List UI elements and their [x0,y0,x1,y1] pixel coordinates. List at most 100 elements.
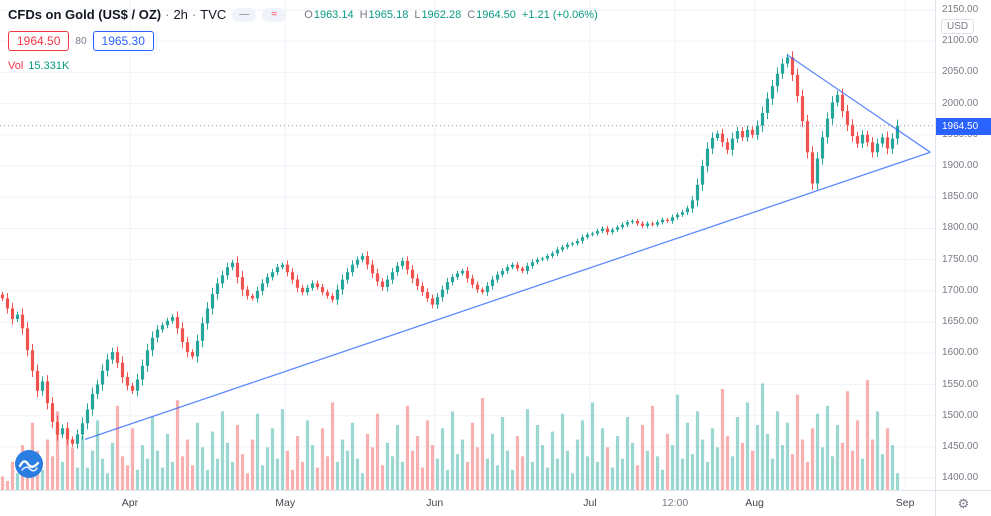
candle-body [210,294,215,309]
volume-bar [885,428,890,490]
candle-body [885,137,890,149]
chart-pane[interactable] [0,0,935,490]
time-axis-label: May [275,497,296,509]
open-value: 1963.14 [313,8,354,21]
candle-body [655,222,660,225]
tradingview-logo-icon[interactable] [14,449,44,479]
candle-body [160,325,165,330]
volume-bar [210,431,215,490]
candle-body [880,137,885,144]
volume-bar [475,447,480,490]
candle-body [805,121,810,153]
interval-label[interactable]: 2h [173,7,188,22]
sell-button[interactable]: 1964.50 [8,31,70,51]
candle-body [780,63,785,74]
volume-bar [675,394,680,490]
volume-bar [585,456,590,490]
volume-bar [255,413,260,490]
candle-body [35,370,40,391]
candle-body [390,272,395,280]
candle-body [485,285,490,293]
candle-body [180,328,185,342]
candle-body [50,403,55,422]
candle-body [225,267,230,276]
candle-body [510,264,515,268]
candle-body [435,297,440,305]
time-axis[interactable]: ⚙ Apr May Jun Jul 12:00 Aug Sep [0,490,991,516]
candle-body [845,111,850,125]
candle-body [585,234,590,238]
volume-bar [410,450,415,490]
volume-bar [465,461,470,490]
candle-body [110,352,115,360]
candle-body [250,295,255,299]
settings-gear-icon[interactable]: ⚙ [957,496,970,511]
drawings-layer[interactable] [84,54,931,441]
volume-bar [460,439,465,490]
symbol-title[interactable]: CFDs on Gold (US$ / OZ) [8,7,162,22]
volume-bar [80,436,85,490]
volume-bar [685,422,690,490]
candle-body [125,377,130,386]
candles-layer [0,51,900,449]
volume-bar [845,391,850,490]
candle-body [540,258,545,260]
volume-legend: Vol 15.331K [8,60,598,72]
currency-label[interactable]: USD [941,19,975,34]
candle-body [395,265,400,273]
volume-bar [605,447,610,490]
volume-bar [760,383,765,490]
volume-bar [655,456,660,490]
volume-bar [860,458,865,490]
price-axis-label: 1600.00 [942,347,979,359]
volume-bar [785,422,790,490]
volume-bar [205,469,210,490]
volume-bar [185,439,190,490]
volume-bar [140,445,145,490]
volume-bar [405,405,410,490]
high-value: 1965.18 [368,8,409,21]
high-label: H [359,8,368,21]
candle-body [215,283,220,294]
candle-body [220,275,225,284]
trendline[interactable] [84,151,931,441]
candle-body [635,221,640,224]
candle-body [385,279,390,288]
volume-bar [720,389,725,490]
volume-bar [90,450,95,490]
volume-bar [575,439,580,490]
volume-bar [100,458,105,490]
candle-body [450,277,455,283]
volume-bar [600,428,605,490]
volume-bar [350,422,355,490]
volume-bar [45,439,50,490]
candle-body [140,365,145,380]
candle-body [725,142,730,150]
candle-body [515,264,520,269]
volume-bar [180,456,185,490]
volume-bar [0,476,5,490]
volume-bar [735,417,740,490]
price-axis[interactable]: USD 1964.50 2150.00 2100.00 2050.00 2000.00… [935,0,991,490]
price-axis-label: 1700.00 [942,284,979,296]
price-axis-label: 1500.00 [942,409,979,421]
volume-bar [355,458,360,490]
trendline[interactable] [786,54,931,153]
volume-bar [110,442,115,490]
volume-bar [445,469,450,490]
candle-body [460,270,465,274]
buy-button[interactable]: 1965.30 [92,31,154,51]
candle-body [375,273,380,282]
volume-bar [500,417,505,490]
volume-bar [660,469,665,490]
candle-body [610,229,615,233]
indicator-squiggle-icon[interactable]: ≈ [262,7,287,22]
volume-bar [775,411,780,490]
volume-bar [165,433,170,490]
candle-body [310,283,315,288]
price-axis-label: 1550.00 [942,378,979,390]
volume-bar [320,428,325,490]
candle-body [400,260,405,266]
collapse-icon[interactable]: — [232,7,257,22]
volume-bar [300,461,305,490]
